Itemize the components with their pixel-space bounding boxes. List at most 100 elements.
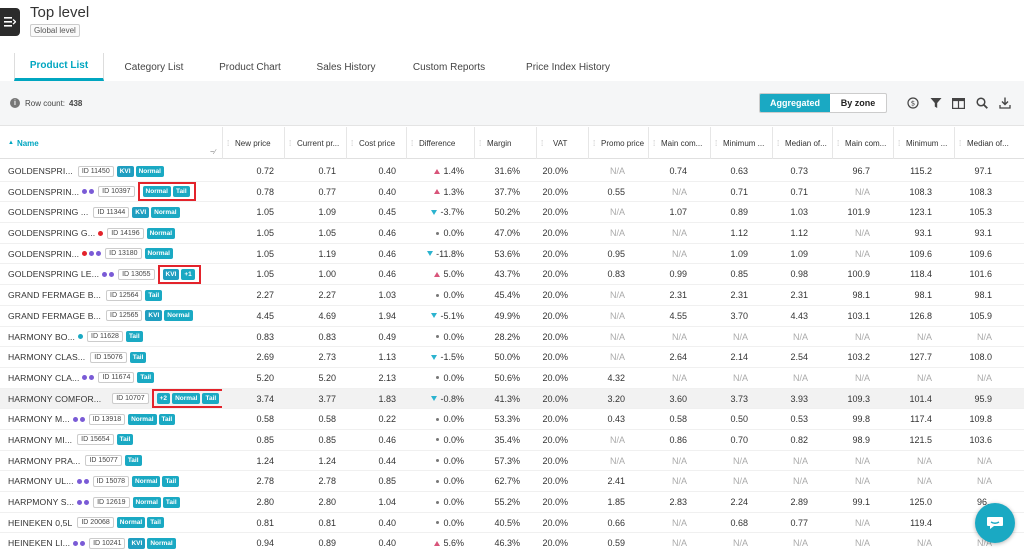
column-header-vat[interactable]: ⁞ VAT [536,127,588,159]
by-zone-button[interactable]: By zone [840,98,876,108]
product-name-cell[interactable]: HARMONY PRA... ID 15077 Tail [8,451,222,471]
product-name-cell[interactable]: GOLDENSPRING LE... ID 13055 KVI +1 [8,264,222,284]
cell-c6: 103.6 [969,430,992,450]
table-row[interactable]: GOLDENSPRIN... ID 13180 Normal 1.05 1.19 0.46… [0,244,1024,265]
column-header-difference[interactable]: ⁞ Difference [406,127,474,159]
cell-new: 0.83 [256,327,274,347]
product-name-cell[interactable]: HARMONY CLA... ID 11674 Tail [8,368,222,388]
cell-value: 31.6% [494,166,520,176]
zone-dot-icon [82,189,88,195]
tab-category-list[interactable]: Category List [124,61,184,73]
tab-product-list[interactable]: Product List [14,53,104,81]
table-row[interactable]: GOLDENSPRING G... ID 14196 Normal 1.05 1.05 0… [0,223,1024,244]
column-header-main-competitor-index[interactable]: ⁞ Main com... [832,127,893,159]
download-icon[interactable] [997,96,1012,110]
cell-value: 0.40 [378,166,396,176]
product-name-cell[interactable]: GRAND FERMAGE B... ID 12564 Tail [8,285,222,305]
column-header-current-price[interactable]: ⁞ Current pr... [284,127,346,159]
column-header-cost-price[interactable]: ⁞ Cost price [346,127,406,159]
tab-price-index-history[interactable]: Price Index History [526,61,610,73]
product-name-cell[interactable]: GOLDENSPRING ... ID 11344 KVI Normal [8,202,222,222]
resize-handle-icon[interactable]: −∕ [210,149,216,156]
cell-value: 108.3 [969,186,992,197]
column-header-median[interactable]: ⁞ Median of... [772,127,832,159]
product-name: GOLDENSPRING ... [8,207,89,218]
cell-new: 0.81 [256,513,274,533]
product-name-cell[interactable]: HEINEKEN LI... ID 10241 KVI Normal [8,533,222,552]
product-name-cell[interactable]: HARMONY M... ID 13918 Normal Tail [8,409,222,429]
product-name-cell[interactable]: HEINEKEN 0,5L ID 20068 Normal Tail [8,513,222,533]
cell-value: 4.69 [318,310,336,321]
cell-vat: 20.0% [542,244,568,264]
table-row[interactable]: HARMONY COMFOR... ID 10707 +2 Normal Tail 3.7… [0,388,1024,410]
column-header-new-price[interactable]: ⁞ New price [222,127,284,159]
cell-value: 2.80 [318,497,336,507]
currency-icon[interactable]: $ [905,96,920,110]
product-name-cell[interactable]: GOLDENSPRIN... ID 13180 Normal [8,244,222,264]
cell-value: 55.2% [494,497,520,507]
column-header-margin[interactable]: ⁞ Margin [474,127,536,159]
column-header-main-competitor[interactable]: ⁞ Main com... [648,127,710,159]
product-name-cell[interactable]: GOLDENSPRIN... ID 10397 Normal Tail [8,182,222,202]
search-icon[interactable] [974,96,989,110]
cell-margin: 53.6% [494,244,520,264]
cell-diff: 0.0% [436,430,464,450]
table-row[interactable]: GOLDENSPRI... ID 11450 KVI Normal 0.72 0.71 0.… [0,161,1024,182]
product-name-cell[interactable]: HARMONY UL... ID 15078 Normal Tail [8,471,222,491]
cell-value: 0.77 [790,517,808,528]
table-row[interactable]: HARMONY UL... ID 15078 Normal Tail 2.78 2.78 0… [0,471,1024,492]
column-header-promo-price[interactable]: ⁞ Promo price [588,127,648,159]
cell-value: 2.83 [669,497,687,507]
columns-icon[interactable] [951,96,966,110]
chat-button[interactable] [975,503,1015,543]
product-name-cell[interactable]: HARMONY BO... ID 11628 Tail [8,327,222,347]
cell-new: 1.05 [256,223,274,243]
table-row[interactable]: HARMONY BO... ID 11628 Tail 0.83 0.83 0.49 0.0… [0,327,1024,348]
menu-icon[interactable] [0,8,20,36]
product-name-cell[interactable]: HARMONY CLAS... ID 15076 Tail [8,347,222,367]
table-row[interactable]: HEINEKEN 0,5L ID 20068 Normal Tail 0.81 0.81 0… [0,513,1024,534]
zone-dot-icon [80,540,86,546]
table-row[interactable]: HEINEKEN LI... ID 10241 KVI Normal 0.94 0.89 0… [0,533,1024,552]
column-header-minimum-index[interactable]: ⁞ Minimum ... [893,127,954,159]
cell-value: 0.66 [607,517,625,528]
cell-value: 0.82 [790,434,808,445]
table-row[interactable]: HARMONY PRA... ID 15077 Tail 1.24 1.24 0.44 0.… [0,451,1024,472]
filter-icon[interactable] [928,96,943,110]
column-header-median-index[interactable]: ⁞ Median of... [954,127,1024,159]
table-row[interactable]: GRAND FERMAGE B... ID 12565 KVI Normal 4.45 4… [0,306,1024,327]
cell-c6: N/A [977,451,992,471]
product-name-cell[interactable]: HARMONY COMFOR... ID 10707 +2 Normal Tail [8,389,222,409]
cell-value: N/A [854,455,870,466]
table-row[interactable]: HARMONY M... ID 13918 Normal Tail 0.58 0.58 0.… [0,409,1024,430]
cell-value: N/A [976,455,992,466]
tab-custom-reports[interactable]: Custom Reports [412,61,486,73]
product-name-cell[interactable]: GOLDENSPRI... ID 11450 KVI Normal [8,161,222,181]
product-name-cell[interactable]: HARMONY MI... ID 15654 Tail [8,430,222,450]
cell-value: 1.09 [790,248,808,259]
table-row[interactable]: GOLDENSPRING LE... ID 13055 KVI +1 1.05 1.00 0… [0,264,1024,286]
table-row[interactable]: HARMONY MI... ID 15654 Tail 0.85 0.85 0.46 0.0… [0,430,1024,451]
table-row[interactable]: HARMONY CLAS... ID 15076 Tail 2.69 2.73 1.13 -… [0,347,1024,368]
table-row[interactable]: HARPMONY S... ID 12619 Normal Tail 2.80 2.80 1… [0,492,1024,513]
table-row[interactable]: HARMONY CLA... ID 11674 Tail 5.20 5.20 2.13 0.… [0,368,1024,389]
row-count-label: Row count: [25,98,66,108]
column-header-name[interactable]: ▲ Name −∕ [0,127,222,159]
cell-value: 4.32 [607,372,625,383]
column-header-minimum[interactable]: ⁞ Minimum ... [710,127,772,159]
table-row[interactable]: GOLDENSPRING ... ID 11344 KVI Normal 1.05 1.0… [0,202,1024,224]
product-name-cell[interactable]: HARPMONY S... ID 12619 Normal Tail [8,492,222,512]
column-header-label: Minimum ... [906,138,948,148]
cell-diff: -5.1% [431,306,464,326]
page-header: Top level Global level [0,0,1024,46]
aggregated-button[interactable]: Aggregated [760,94,830,112]
cell-value: 0.81 [318,517,336,528]
table-row[interactable]: GOLDENSPRIN... ID 10397 Normal Tail 0.78 0.77… [0,182,1024,203]
product-name-cell[interactable]: GRAND FERMAGE B... ID 12565 KVI Normal [8,306,222,326]
cell-c2: N/A [733,368,748,388]
tab-sales-history[interactable]: Sales History [316,61,376,73]
cell-c5: 121.5 [909,430,932,450]
table-row[interactable]: GRAND FERMAGE B... ID 12564 Tail 2.27 2.27 1.… [0,285,1024,306]
product-name-cell[interactable]: GOLDENSPRING G... ID 14196 Normal [8,223,222,243]
tab-product-chart[interactable]: Product Chart [219,61,281,73]
